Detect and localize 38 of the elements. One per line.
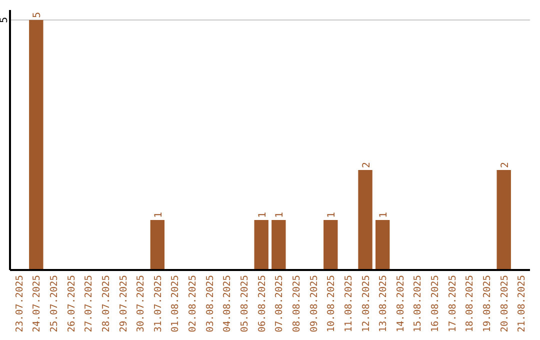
x-tick-label: 29.07.2025	[118, 275, 130, 332]
data-label: 5	[32, 12, 44, 18]
data-label: 1	[326, 212, 338, 218]
x-tick-label: 26.07.2025	[66, 275, 78, 332]
x-tick-label: 24.07.2025	[32, 275, 43, 332]
x-tick-label: 23.07.2025	[14, 275, 26, 332]
x-tick-label: 07.08.2025	[274, 275, 286, 332]
x-tick-label: 14.08.2025	[395, 275, 406, 332]
x-tick-label: 08.08.2025	[291, 275, 302, 332]
x-tick-label: 28.07.2025	[100, 275, 112, 332]
x-tick-label: 11.08.2025	[343, 275, 354, 332]
x-tick-label: 01.08.2025	[170, 275, 182, 332]
x-tick-label: 30.07.2025	[136, 275, 147, 332]
x-tick-label: 18.08.2025	[464, 275, 476, 332]
x-tick-label: 31.07.2025	[152, 275, 164, 332]
data-label: 2	[500, 162, 511, 168]
x-tick-label: 05.08.2025	[240, 275, 251, 332]
x-tick-label: 17.08.2025	[447, 275, 458, 332]
x-tick-label: 13.08.2025	[378, 275, 390, 332]
x-tick-label: 06.08.2025	[256, 275, 268, 332]
data-label: 1	[274, 212, 286, 218]
x-tick-label: 15.08.2025	[412, 275, 424, 332]
data-label: 1	[153, 212, 164, 218]
x-tick-label: 20.08.2025	[499, 275, 510, 332]
x-tick-label: 09.08.2025	[308, 275, 320, 332]
data-label: 2	[361, 162, 372, 168]
x-tick-label: 25.07.2025	[48, 275, 60, 332]
x-tick-label: 27.07.2025	[84, 275, 95, 332]
data-label: 1	[257, 212, 268, 218]
x-tick-label: 16.08.2025	[430, 275, 442, 332]
data-label: 1	[378, 212, 390, 218]
x-tick-label: 19.08.2025	[482, 275, 494, 332]
x-tick-label: 03.08.2025	[204, 275, 216, 332]
x-tick-label: 12.08.2025	[360, 275, 372, 332]
x-tick-label: 21.08.2025	[516, 275, 528, 332]
x-tick-label: 02.08.2025	[188, 275, 199, 332]
x-tick-label: 04.08.2025	[222, 275, 234, 332]
x-tick-label: 10.08.2025	[326, 275, 338, 332]
